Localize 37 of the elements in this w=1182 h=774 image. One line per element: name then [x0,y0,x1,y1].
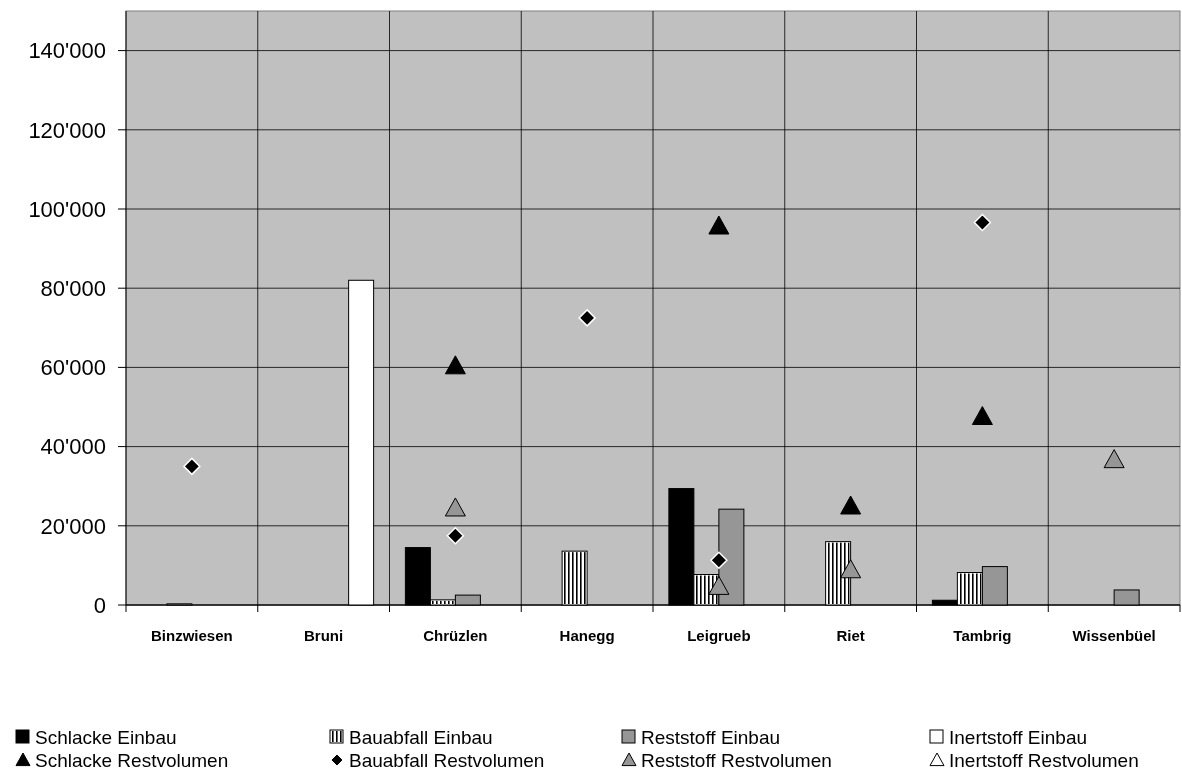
point [840,495,862,515]
x-tick-label: Binzwiesen [151,627,233,644]
point [578,309,596,327]
legend-label: Reststoff Restvolumen [641,749,832,771]
y-tick-label: 120'000 [28,117,106,143]
legend-label: Bauabfall Einbau [349,726,493,748]
y-tick-label: 40'000 [40,434,106,460]
legend-label: Inertstoff Restvolumen [949,749,1139,771]
point [710,551,728,569]
y-tick-label: 0 [93,592,106,618]
x-tick-label: Wissenbüel [1072,627,1156,644]
y-tick-label: 80'000 [40,275,106,301]
point [840,559,862,579]
point [183,457,201,476]
x-tick-label: Bruni [304,627,344,644]
legend-label: Reststoff Einbau [641,726,781,748]
x-tick-label: Tambrig [953,627,1012,644]
point [444,355,466,375]
x-tick-label: Leigrueb [687,627,751,644]
legend-label: Bauabfall Restvolumen [349,749,545,771]
point [971,406,993,425]
x-tick-label: Chrüzlen [423,627,488,644]
point [708,215,730,235]
point [708,575,730,595]
y-tick-label: 100'000 [28,196,106,222]
point [444,497,466,517]
legend-label: Schlacke Einbau [35,726,177,748]
point [1103,449,1125,469]
point [446,526,465,545]
x-tick-label: Hanegg [559,627,615,644]
y-tick-label: 20'000 [40,513,106,539]
legend-label: Schlacke Restvolumen [35,749,229,771]
point [973,213,992,232]
y-tick-label: 140'000 [28,38,106,64]
y-tick-label: 60'000 [40,355,106,381]
x-tick-label: Riet [836,627,865,644]
legend-label: Inertstoff Einbau [949,726,1088,748]
